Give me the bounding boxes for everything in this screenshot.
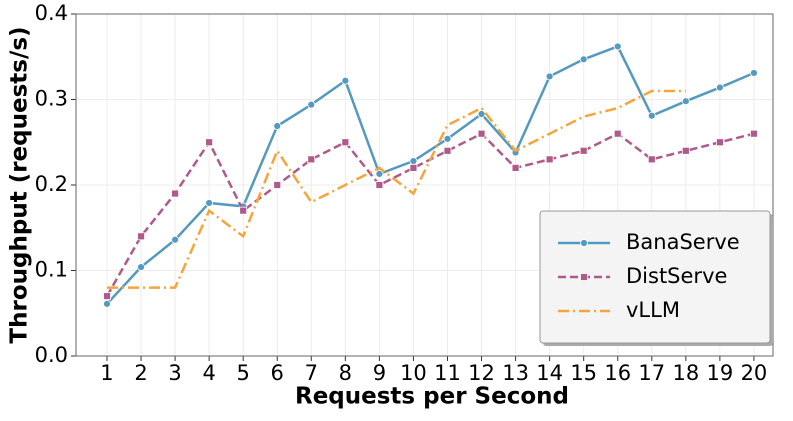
marker [409,157,418,165]
marker [103,292,111,301]
x-tick-label: 11 [434,361,461,385]
legend: BanaServe DistServe vLLM [539,210,773,346]
y-tick-label: 0.1 [35,258,68,282]
marker [171,189,179,198]
marker [579,55,588,64]
marker [239,206,248,215]
marker [103,299,111,308]
x-tick-label: 4 [202,361,215,385]
marker [477,110,486,118]
y-tick-label: 0.2 [35,172,68,196]
marker [307,155,316,164]
y-axis-label: Throughput (requests/s) [7,26,33,343]
y-tick-label: 0.3 [35,87,68,111]
marker [205,138,214,147]
marker [750,129,758,138]
marker [511,163,520,172]
x-tick-label: 6 [271,361,284,385]
x-tick-label: 1 [100,361,113,385]
marker [647,111,656,120]
x-tick-label: 19 [707,361,734,385]
marker [681,97,690,106]
x-axis-label: Requests per Second [295,384,569,410]
x-tick-label: 18 [672,361,699,385]
marker [715,138,724,147]
series-line [106,89,686,289]
marker [409,163,418,172]
marker [273,181,282,189]
marker [750,69,758,77]
marker [477,129,486,138]
marker [715,83,724,92]
marker [341,76,350,85]
marker [307,100,316,109]
marker [375,169,384,178]
x-tick-label: 3 [168,361,181,385]
y-tick-label: 0.0 [35,343,68,367]
y-tick-label: 0.4 [35,1,68,25]
marker [137,263,145,271]
marker [443,134,452,143]
x-tick-label: 12 [468,361,495,385]
x-tick-label: 10 [400,361,427,385]
marker [545,155,554,164]
plot-frame [75,13,774,357]
marker [681,146,690,155]
x-tick-label: 13 [502,361,529,385]
legend-marker [580,239,588,247]
legend-label: BanaServe [626,230,740,254]
legend-label: DistServe [626,264,727,288]
marker [613,129,622,138]
legend-label: vLLM [626,298,680,322]
x-tick-label: 14 [536,361,563,385]
marker [341,138,350,147]
series-line [106,44,755,305]
marker [545,72,554,81]
x-tick-label: 17 [638,361,665,385]
x-tick-label: 2 [134,361,147,385]
marker [273,122,282,130]
x-tick-label: 16 [604,361,631,385]
x-tick-label: 7 [305,361,318,385]
marker [613,42,622,51]
legend-marker [580,273,588,281]
marker [171,235,179,244]
x-tick-label: 9 [373,361,386,385]
x-tick-label: 20 [741,361,768,385]
marker [647,155,656,164]
x-tick-label: 5 [236,361,249,385]
marker [375,181,384,189]
marker [205,199,214,207]
marker [443,146,452,155]
x-tick-label: 8 [339,361,352,385]
marker [137,232,145,241]
x-tick-label: 15 [570,361,597,385]
marker [579,146,588,155]
